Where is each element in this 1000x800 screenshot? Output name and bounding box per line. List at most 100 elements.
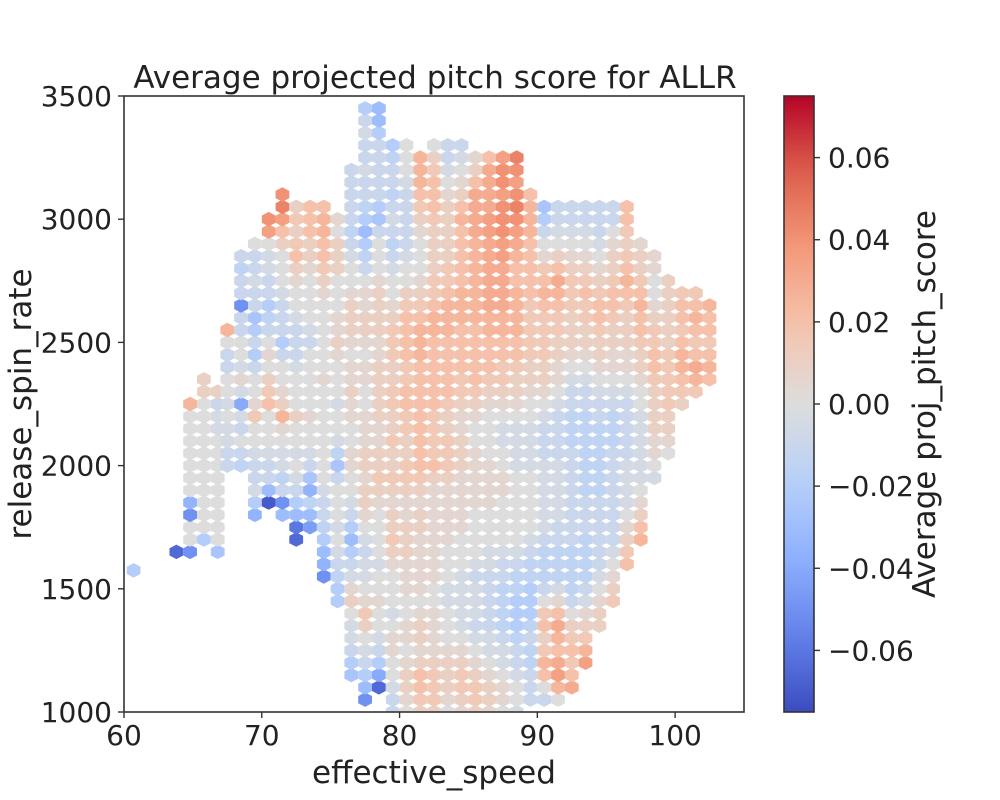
hexbin-cell xyxy=(344,606,359,621)
hexbin-cell xyxy=(197,409,211,424)
hexbin-cell xyxy=(385,273,400,289)
hexbin-cell xyxy=(344,396,359,412)
colorbar-tick-label: −0.04 xyxy=(828,552,914,585)
hexbin-cell xyxy=(316,409,331,424)
hexbin-cell xyxy=(330,224,345,239)
hexbin-cell xyxy=(496,495,510,510)
hexbin-cell xyxy=(482,372,496,387)
hexbin-cell xyxy=(454,643,469,658)
hexbin-cell xyxy=(183,396,197,412)
hexbin-cell xyxy=(454,384,469,399)
hexbin-cell xyxy=(261,211,276,227)
hexbin-cell xyxy=(344,409,359,424)
hexbin-cell xyxy=(248,409,262,424)
hexbin-cell xyxy=(482,384,496,399)
hexbin-cell xyxy=(509,409,524,424)
hexbin-cell xyxy=(496,704,510,712)
hexbin-cell xyxy=(551,322,565,338)
hexbin-cell xyxy=(647,421,662,436)
hexbin-cell xyxy=(413,458,428,473)
hexbin-cell xyxy=(537,446,552,461)
hexbin-cell xyxy=(275,211,290,227)
hexbin-cell xyxy=(303,396,317,412)
hexbin-cell xyxy=(427,224,441,239)
hexbin-cell xyxy=(523,581,538,597)
hexbin-cell xyxy=(275,372,290,387)
hexbin-cell xyxy=(523,643,538,658)
hexbin-cell xyxy=(647,248,662,264)
hexbin-cell xyxy=(661,322,676,338)
hexbin-cell xyxy=(592,285,607,301)
hexbin-cell xyxy=(592,224,607,239)
hexbin-cell xyxy=(358,150,372,165)
hexbin-cell xyxy=(330,285,345,301)
hexbin-cell xyxy=(413,248,428,264)
hexbin-cell xyxy=(482,335,496,350)
hexbin-cell xyxy=(551,655,565,670)
hexbin-cell xyxy=(537,261,552,276)
hexbin-cell xyxy=(220,396,235,412)
hexbin-cell xyxy=(482,359,496,375)
hexbin-cell xyxy=(303,298,317,313)
hexbin-cell xyxy=(316,470,331,486)
hexbin-cell xyxy=(413,285,428,301)
hexbin-cell xyxy=(358,433,372,449)
hexbin-cell xyxy=(688,384,703,399)
hexbin-cell xyxy=(551,519,565,535)
hexbin-cell xyxy=(413,335,428,350)
hexbin-cell xyxy=(468,359,483,375)
hexbin-cell xyxy=(261,421,276,436)
hexbin-cell xyxy=(454,285,469,301)
hexbin-cell xyxy=(197,458,211,473)
hexbin-cell xyxy=(523,409,538,424)
hexbin-cell xyxy=(564,285,579,301)
hexbin-cell xyxy=(220,458,235,473)
hexbin-cell xyxy=(675,322,689,338)
hexbin-cell xyxy=(523,421,538,436)
hexbin-cell xyxy=(344,655,359,670)
hexbin-cell xyxy=(385,544,400,560)
hexbin-cell xyxy=(454,581,469,597)
hexbin-cell xyxy=(606,273,620,289)
hexbin-cell xyxy=(675,372,689,387)
hexbin-cell xyxy=(551,532,565,547)
hexbin-cell xyxy=(647,273,662,289)
hexbin-cell xyxy=(197,421,211,436)
hexbin-cell xyxy=(289,248,304,264)
hexbin-cell xyxy=(606,347,620,362)
hexbin-cell xyxy=(413,372,428,387)
hexbin-cell xyxy=(372,581,386,597)
hexbin-cell xyxy=(551,680,565,695)
hexbin-cell xyxy=(468,643,483,658)
hexbin-cell xyxy=(289,322,304,338)
hexbin-cell xyxy=(496,335,510,350)
hexbin-cell xyxy=(606,322,620,338)
hexbin-cell xyxy=(496,606,510,621)
hexbin-cell xyxy=(468,347,483,362)
hexbin-cell xyxy=(372,593,386,609)
hexbin-cell xyxy=(399,544,414,560)
hexbin-cell xyxy=(482,396,496,412)
hexbin-cell xyxy=(675,310,689,325)
hexbin-cell xyxy=(496,667,510,683)
hexbin-cell xyxy=(661,347,676,362)
hexbin-cell xyxy=(440,556,455,572)
hexbin-cell xyxy=(592,556,607,572)
hexbin-cell xyxy=(537,532,552,547)
hexbin-cell xyxy=(413,556,428,572)
hexbin-cell xyxy=(399,261,414,276)
hexbin-cell xyxy=(551,507,565,523)
hexbin-cell xyxy=(633,532,648,547)
hexbin-cell xyxy=(661,273,676,289)
hexbin-cell xyxy=(496,322,510,338)
hexbin-cell xyxy=(197,384,211,399)
hexbin-cell xyxy=(289,532,304,547)
hexbin-cell xyxy=(385,150,400,165)
hexbin-cell xyxy=(551,569,565,584)
hexbin-cell xyxy=(248,273,262,289)
hexbin-cell xyxy=(551,556,565,572)
hexbin-cell xyxy=(454,175,469,190)
hexbin-cell xyxy=(289,421,304,436)
hexbin-cell xyxy=(427,507,441,523)
hexbin-cell xyxy=(468,335,483,350)
